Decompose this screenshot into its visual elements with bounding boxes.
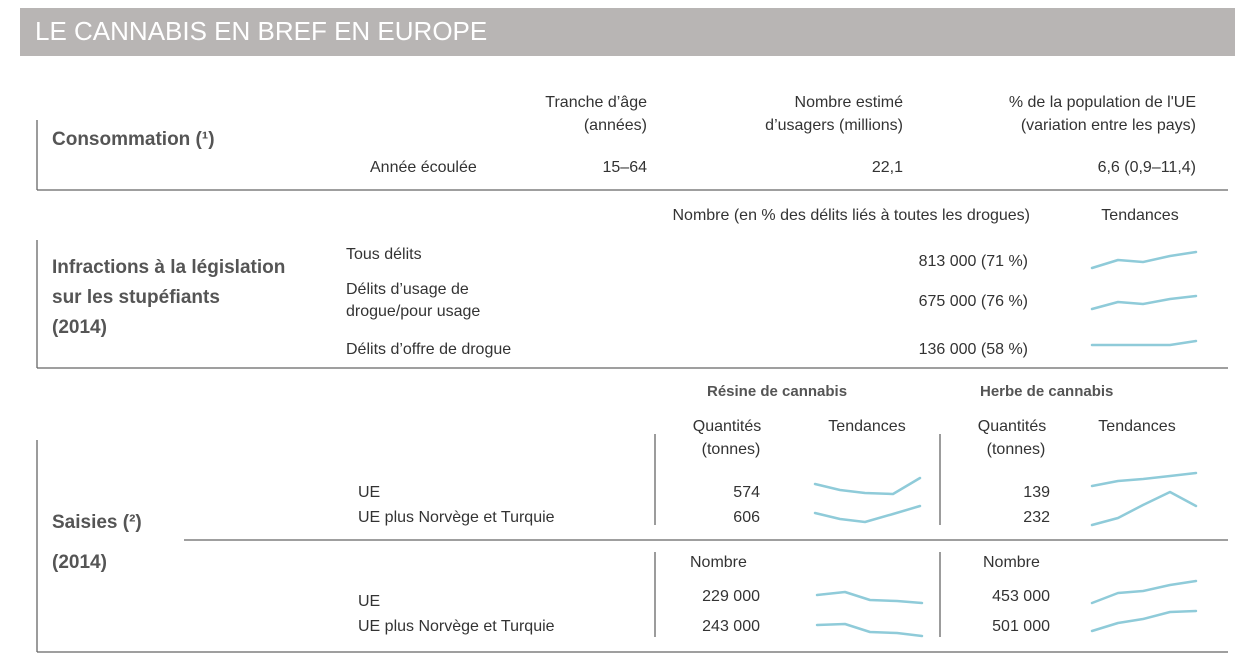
column-header: Nombre <box>983 554 1040 571</box>
section-label: Infractions à la législation <box>52 257 285 278</box>
cell: 813 000 (71 %) <box>919 253 1028 270</box>
column-header: Nombre (en % des délits liés à toutes le… <box>672 207 1030 224</box>
sparkline <box>1090 250 1198 270</box>
sparkline <box>1090 294 1198 311</box>
cell: 606 <box>733 509 760 526</box>
column-header: d’usagers (millions) <box>765 117 903 134</box>
section-label: sur les stupéfiants <box>52 287 220 308</box>
cell: 675 000 (76 %) <box>919 293 1028 310</box>
cell: 15–64 <box>603 159 648 176</box>
sparkline <box>1090 609 1198 633</box>
cell: 232 <box>1023 509 1050 526</box>
row-label: Délits d’usage de <box>346 281 469 298</box>
row-label: Année écoulée <box>370 159 477 176</box>
row-label: Tous délits <box>346 246 422 263</box>
sparkline <box>813 504 922 524</box>
cell: 501 000 <box>992 618 1050 635</box>
section-label: (2014) <box>52 552 107 573</box>
cell: 453 000 <box>992 588 1050 605</box>
cell: 139 <box>1023 484 1050 501</box>
section-label: (2014) <box>52 317 107 338</box>
header-bar <box>20 8 1235 56</box>
group-header: Résine de cannabis <box>707 383 847 400</box>
sparkline <box>815 622 924 638</box>
row-label: UE plus Norvège et Turquie <box>358 618 555 635</box>
group-header: Herbe de cannabis <box>980 383 1113 400</box>
row-label: UE <box>358 593 380 610</box>
row-label: UE <box>358 484 380 501</box>
column-header: (tonnes) <box>702 441 761 458</box>
sparkline <box>1090 339 1198 347</box>
row-label: UE plus Norvège et Turquie <box>358 509 555 526</box>
row-label: Délits d’offre de drogue <box>346 341 511 358</box>
row-label: drogue/pour usage <box>346 303 480 320</box>
column-header: (tonnes) <box>987 441 1046 458</box>
column-header: Tendances <box>1098 418 1175 435</box>
sparkline <box>1090 490 1198 527</box>
column-header: Tendances <box>1101 207 1178 224</box>
column-header: Quantités <box>693 418 761 435</box>
column-header: Nombre <box>690 554 747 571</box>
column-header: Quantités <box>978 418 1046 435</box>
sparkline <box>815 590 924 605</box>
column-header: (variation entre les pays) <box>1021 117 1196 134</box>
column-header: Tranche d’âge <box>545 94 647 111</box>
cell: 574 <box>733 484 760 501</box>
column-header: (années) <box>584 117 647 134</box>
sparkline <box>813 476 922 496</box>
cell: 243 000 <box>702 618 760 635</box>
title: LE CANNABIS EN BREF EN EUROPE <box>35 16 487 46</box>
cell: 136 000 (58 %) <box>919 341 1028 358</box>
sparkline <box>1090 579 1198 605</box>
cell: 6,6 (0,9–11,4) <box>1098 159 1196 176</box>
cell: 22,1 <box>872 159 903 176</box>
column-header: % de la population de l'UE <box>1009 94 1196 111</box>
sparkline <box>1090 471 1198 488</box>
column-header: Nombre estimé <box>795 94 904 111</box>
section-label: Consommation (¹) <box>52 129 215 150</box>
cell: 229 000 <box>702 588 760 605</box>
column-header: Tendances <box>828 418 905 435</box>
section-label: Saisies (²) <box>52 512 142 533</box>
